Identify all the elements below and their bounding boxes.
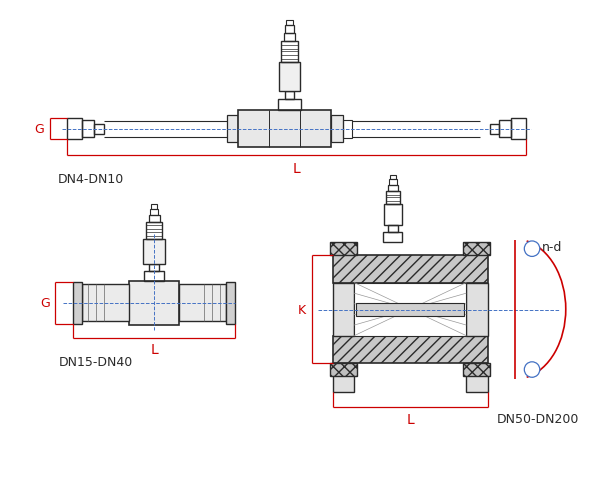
Bar	[466, 283, 488, 336]
Bar	[82, 285, 129, 322]
Text: G: G	[40, 297, 50, 310]
Bar	[226, 282, 235, 324]
Bar	[343, 121, 352, 138]
Bar	[284, 26, 294, 34]
Bar	[150, 210, 158, 216]
Bar	[390, 176, 396, 180]
Bar	[354, 283, 466, 336]
Bar	[94, 125, 104, 134]
Circle shape	[524, 241, 540, 257]
Bar	[330, 363, 357, 376]
Bar	[463, 363, 490, 376]
Text: L: L	[406, 412, 414, 426]
Bar	[333, 336, 488, 363]
Bar	[333, 256, 488, 283]
Text: K: K	[298, 303, 306, 316]
Bar	[73, 282, 82, 324]
Circle shape	[524, 362, 540, 377]
Bar	[466, 363, 488, 392]
Bar	[146, 222, 162, 240]
Bar	[284, 34, 295, 42]
Bar	[179, 285, 226, 322]
Bar	[499, 121, 511, 137]
Bar	[383, 233, 403, 242]
Bar	[384, 205, 401, 226]
Bar	[356, 303, 464, 317]
Text: DN50-DN200: DN50-DN200	[497, 412, 580, 425]
Text: DN4-DN10: DN4-DN10	[58, 173, 124, 186]
Bar	[143, 240, 164, 264]
Text: G: G	[34, 123, 44, 136]
Text: L: L	[150, 343, 158, 357]
Bar	[278, 100, 301, 111]
Bar	[279, 63, 300, 92]
Bar	[333, 363, 354, 392]
Bar	[149, 264, 159, 271]
Bar	[227, 116, 238, 143]
Bar	[490, 125, 499, 134]
Text: L: L	[292, 161, 300, 175]
Bar	[389, 180, 397, 185]
Bar	[129, 281, 179, 325]
Bar	[511, 119, 526, 140]
Bar	[331, 116, 343, 143]
Bar	[82, 121, 94, 137]
Bar	[151, 205, 157, 210]
Bar	[145, 271, 164, 281]
Bar	[286, 21, 293, 26]
Bar	[333, 283, 354, 336]
Bar	[388, 226, 398, 233]
Bar	[388, 185, 398, 191]
Bar	[284, 92, 294, 100]
Bar	[463, 242, 490, 256]
Bar	[67, 119, 82, 140]
Bar	[386, 191, 400, 205]
Text: DN15-DN40: DN15-DN40	[58, 355, 133, 368]
Bar	[281, 42, 298, 63]
Text: n-d: n-d	[542, 241, 562, 254]
Bar	[149, 216, 160, 222]
Bar	[330, 242, 357, 256]
Bar	[238, 111, 331, 148]
